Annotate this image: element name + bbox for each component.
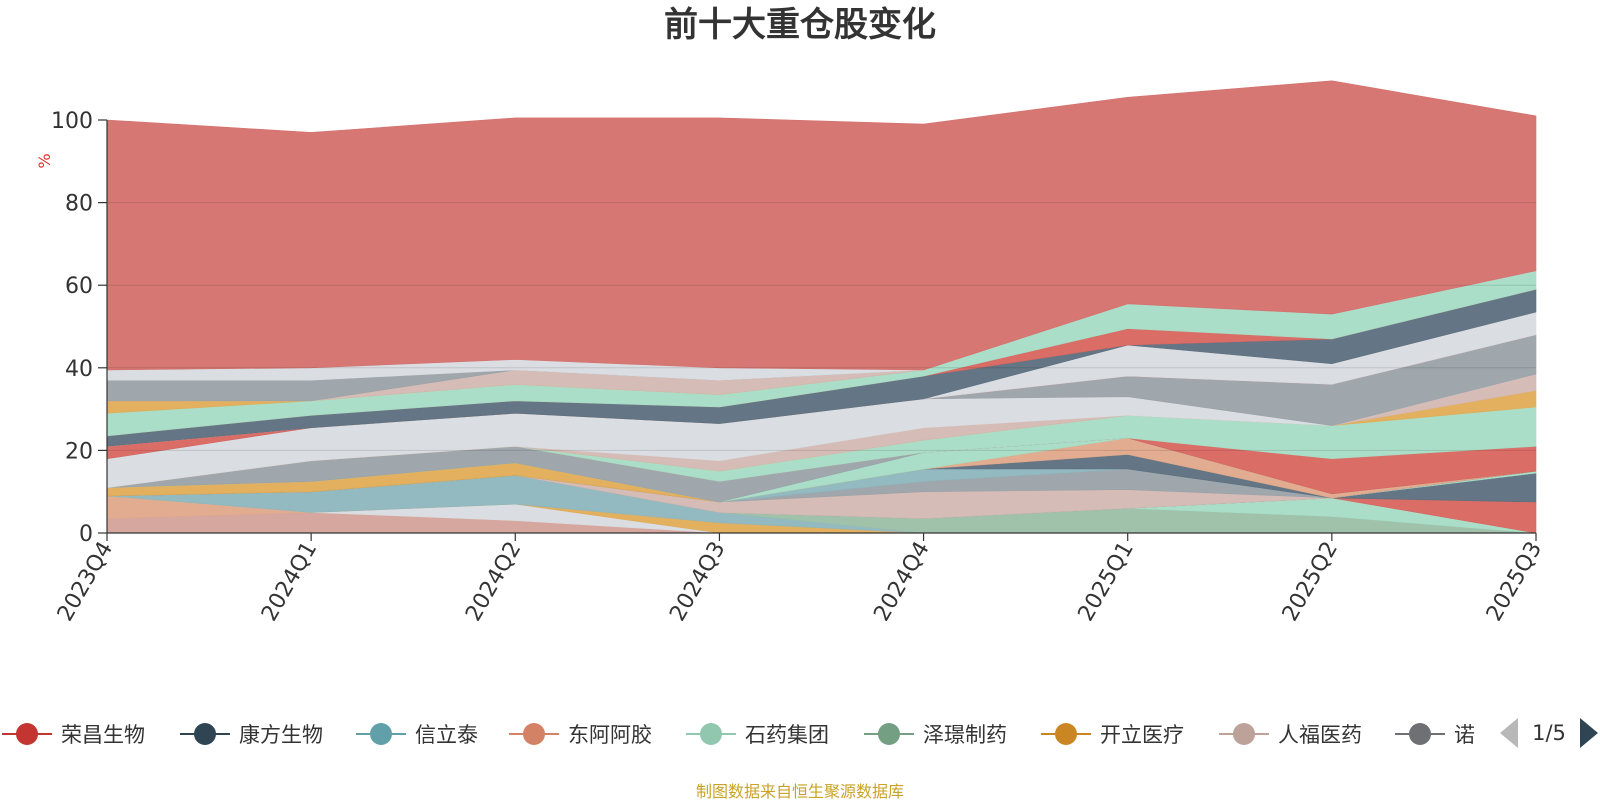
legend-next-icon[interactable]: [1580, 718, 1598, 748]
legend-item-6[interactable]: 泽璟制药: [864, 723, 1007, 747]
legend-prev-icon[interactable]: [1500, 718, 1518, 748]
y-axis-unit: %: [35, 153, 54, 168]
grid-lines: [107, 202, 1536, 451]
legend-label: 荣昌生物: [61, 723, 145, 747]
legend-item-8[interactable]: 人福医药: [1219, 723, 1362, 747]
legend-label: 人福医药: [1278, 723, 1362, 747]
y-tick-labels: 0 20 40 60 80 100: [51, 109, 107, 547]
area-series-group: [106, 80, 1537, 534]
legend-circle-marker: [16, 723, 38, 745]
legend-item-7[interactable]: 开立医疗: [1041, 723, 1184, 747]
legend-circle-marker: [194, 723, 216, 745]
legend-circle-marker: [370, 723, 392, 745]
legend-label: 石药集团: [745, 723, 829, 747]
legend-label: 康方生物: [239, 723, 323, 747]
legend-circle-marker: [878, 723, 900, 745]
y-tick-label: 80: [65, 192, 93, 217]
chart-title: 前十大重仓股变化: [664, 5, 936, 45]
legend-label: 信立泰: [415, 723, 478, 747]
x-tick-labels: 2023Q4 2024Q1 2024Q2 2024Q3 2024Q4 2025Q1 2025…: [53, 533, 1547, 626]
x-tick-label: 2025Q2: [1278, 538, 1343, 626]
legend-circle-marker: [523, 723, 545, 745]
y-tick-label: 100: [51, 109, 93, 134]
legend-item-2[interactable]: 康方生物: [180, 723, 323, 747]
legend-item-9[interactable]: 诺: [1395, 723, 1475, 747]
legend-circle-marker: [1233, 723, 1255, 745]
data-source-note: 制图数据来自恒生聚源数据库: [696, 782, 904, 800]
x-tick-label: 2024Q1: [257, 538, 322, 626]
legend-label: 诺: [1454, 723, 1475, 747]
y-tick-label: 40: [65, 357, 93, 382]
y-tick-label: 20: [65, 439, 93, 464]
x-tick-label: 2023Q4: [53, 538, 118, 626]
x-tick-label: 2025Q1: [1074, 538, 1139, 626]
x-tick-label: 2024Q2: [461, 538, 526, 626]
x-tick-label: 2025Q3: [1482, 538, 1547, 626]
legend-pager: 1/5: [1500, 718, 1598, 748]
legend-label: 泽璟制药: [923, 723, 1007, 747]
legend-label: 开立医疗: [1100, 723, 1184, 747]
legend[interactable]: 荣昌生物 康方生物 信立泰 东阿阿胶 石药集团 泽璟制药 开立医疗 人福医药 诺: [2, 723, 1475, 747]
legend-item-4[interactable]: 东阿阿胶: [509, 723, 652, 747]
legend-item-5[interactable]: 石药集团: [686, 723, 829, 747]
x-tick-label: 2024Q3: [665, 538, 730, 626]
legend-circle-marker: [700, 723, 722, 745]
legend-label: 东阿阿胶: [568, 723, 652, 747]
legend-page-indicator: 1/5: [1532, 721, 1566, 745]
x-tick-label: 2024Q4: [869, 538, 934, 626]
legend-circle-marker: [1409, 723, 1431, 745]
legend-circle-marker: [1055, 723, 1077, 745]
legend-item-3[interactable]: 信立泰: [356, 723, 478, 747]
y-tick-label: 0: [79, 522, 93, 547]
axes: [106, 120, 1536, 534]
area-series-34: [106, 80, 1537, 371]
y-tick-label: 60: [65, 274, 93, 299]
legend-item-1[interactable]: 荣昌生物: [2, 723, 145, 747]
